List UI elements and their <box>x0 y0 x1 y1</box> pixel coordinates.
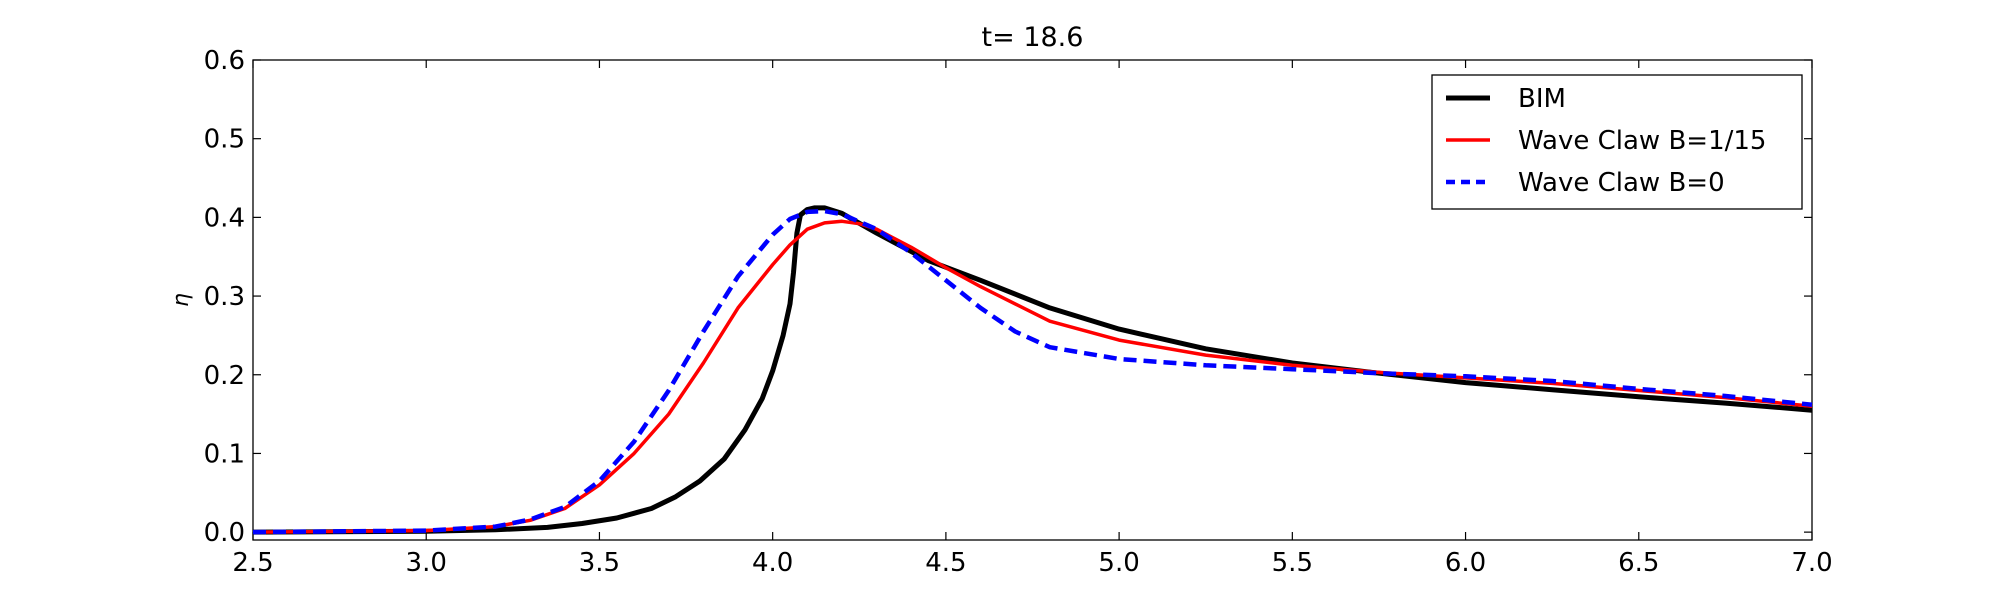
y-tick-label: 0.3 <box>204 282 245 312</box>
y-tick-label: 0.4 <box>204 203 245 233</box>
legend-label: Wave Claw B=0 <box>1518 168 1725 198</box>
plot-area-frame <box>252 59 1813 541</box>
x-tick-label: 2.5 <box>232 548 273 578</box>
x-tick-label: 3.5 <box>579 548 620 578</box>
legend-label: BIM <box>1518 84 1566 114</box>
y-tick-label: 0.5 <box>204 125 245 155</box>
series-line-0 <box>252 205 1813 535</box>
legend-box <box>1431 74 1803 210</box>
x-tick-label: 4.0 <box>752 548 793 578</box>
x-tick-label: 6.5 <box>1618 548 1659 578</box>
y-tick-label: 0.6 <box>204 46 245 76</box>
x-tick-label: 3.0 <box>406 548 447 578</box>
legend-label: Wave Claw B=1/15 <box>1518 126 1766 156</box>
x-tick-label: 6.0 <box>1445 548 1486 578</box>
legend: BIM Wave Claw B=1/15 Wave Claw B=0 <box>1431 74 1803 210</box>
series-line-1 <box>252 219 1813 534</box>
y-tick-label: 0.1 <box>204 439 245 469</box>
chart-title: t= 18.6 <box>982 22 1084 53</box>
x-tick-label: 7.0 <box>1791 548 1832 578</box>
y-axis-label: η <box>169 293 194 307</box>
x-tick-label: 5.0 <box>1098 548 1139 578</box>
series-lines <box>252 205 1813 535</box>
y-tick-label: 0.0 <box>204 518 245 548</box>
x-tick-label: 4.5 <box>925 548 966 578</box>
series-line-2 <box>252 208 1813 535</box>
axis-ticks: 2.5 3.0 3.5 4.0 4.5 5.0 5.5 6.0 6.5 7.0 0.0 0.1 0.2 0… <box>204 46 1833 578</box>
y-tick-label: 0.2 <box>204 361 245 391</box>
x-tick-label: 5.5 <box>1272 548 1313 578</box>
